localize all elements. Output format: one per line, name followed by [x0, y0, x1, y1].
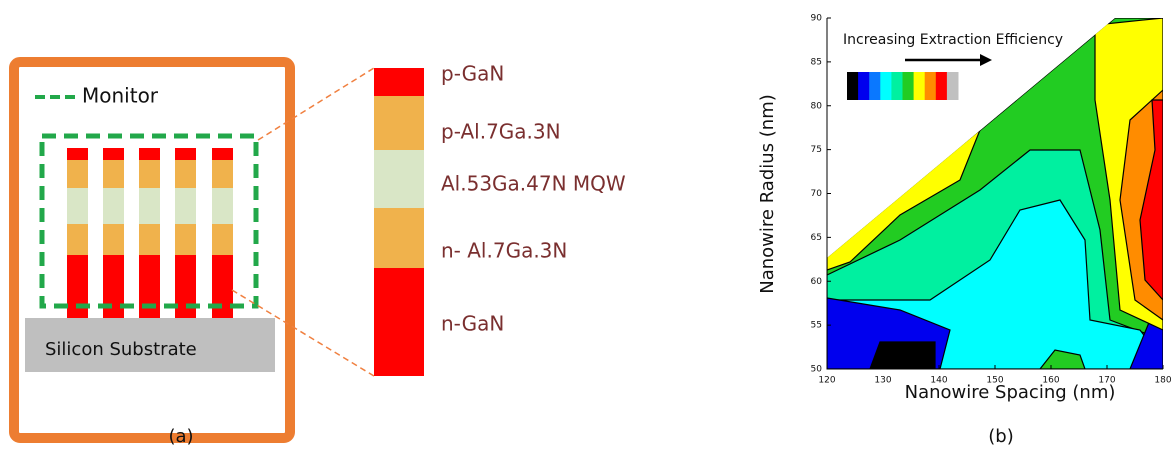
y-tick-label: 70: [811, 189, 823, 199]
monitor-box: [39, 133, 259, 309]
nanowire-layer: [175, 255, 196, 318]
nanowire-layer: [67, 188, 88, 224]
x-tick-label: 180: [1154, 376, 1171, 386]
nanowire-layer: [139, 148, 160, 160]
y-tick-label: 90: [811, 14, 823, 24]
y-axis-label: Nanowire Radius (nm): [757, 94, 778, 294]
arrow-head: [980, 54, 992, 66]
y-tick-label: 85: [811, 57, 822, 67]
nanowire-layer: [103, 188, 124, 224]
y-tick-label: 50: [811, 365, 823, 375]
zoom-line: [231, 289, 375, 377]
nanowire-layer: [175, 160, 196, 188]
color-scale: [847, 72, 959, 100]
nanowire-layer: [139, 160, 160, 188]
y-tick-label: 60: [811, 277, 823, 287]
nanowire-layer: [175, 224, 196, 255]
nanowire-layer: [67, 160, 88, 188]
nanowire-layer: [212, 148, 233, 160]
caption: (a): [168, 426, 193, 447]
nanowire-layer: [175, 148, 196, 160]
scale-swatch: [847, 72, 859, 100]
layer-stack: [374, 68, 424, 376]
scale-swatch: [880, 72, 892, 100]
y-tick-label: 80: [811, 101, 823, 111]
nanowire-layer: [212, 188, 233, 224]
nanowire-layer: [212, 160, 233, 188]
nanowire-layer: [67, 148, 88, 160]
scale-swatch: [858, 72, 870, 100]
layer-label: p-Al.7Ga.3N: [441, 120, 561, 144]
y-tick-label: 55: [811, 321, 822, 331]
nanowire-layer: [103, 160, 124, 188]
scale-swatch: [891, 72, 903, 100]
x-tick-label: 120: [818, 376, 835, 386]
nanowire-layer: [103, 255, 124, 318]
layer: [374, 208, 424, 268]
scale-swatch: [902, 72, 915, 100]
layer-label: Al.53Ga.47N MQW: [441, 172, 626, 196]
monitor-label: Monitor: [82, 84, 159, 108]
layer: [374, 150, 424, 208]
nanowire-layer: [212, 224, 233, 255]
x-tick-label: 160: [1042, 376, 1059, 386]
caption: (b): [988, 426, 1013, 447]
nanowire-layer: [67, 224, 88, 255]
nanowire-layer: [139, 224, 160, 255]
y-tick-label: 65: [811, 233, 822, 243]
nanowire-layer: [103, 148, 124, 160]
layer: [374, 68, 424, 96]
nanowire-layer: [212, 255, 233, 318]
y-tick-label: 75: [811, 145, 822, 155]
nanowire-layer: [175, 188, 196, 224]
layer-label: n-GaN: [441, 312, 504, 336]
scale-swatch: [946, 72, 959, 100]
layer: [374, 96, 424, 150]
contour-map: [827, 18, 1163, 369]
nanowire-layer: [139, 255, 160, 318]
annotation: Increasing Extraction Efficiency: [843, 32, 1063, 48]
scale-swatch: [913, 72, 926, 100]
x-tick-label: 170: [1098, 376, 1115, 386]
zoom-line: [257, 67, 375, 141]
nanowire-layer: [67, 255, 88, 318]
nanowires: [67, 148, 233, 318]
nanowire-layer: [139, 188, 160, 224]
substrate-label: Silicon Substrate: [45, 339, 197, 360]
x-axis-label: Nanowire Spacing (nm): [905, 382, 1116, 403]
layer-label: n- Al.7Ga.3N: [441, 239, 567, 263]
scale-swatch: [924, 72, 937, 100]
scale-swatch: [935, 72, 948, 100]
x-tick-label: 140: [930, 376, 947, 386]
x-tick-label: 150: [986, 376, 1003, 386]
x-tick-label: 130: [874, 376, 891, 386]
nanowire-layer: [103, 224, 124, 255]
substrate: [25, 318, 275, 372]
scale-swatch: [869, 72, 881, 100]
layer-label: p-GaN: [441, 62, 504, 86]
layer: [374, 268, 424, 376]
